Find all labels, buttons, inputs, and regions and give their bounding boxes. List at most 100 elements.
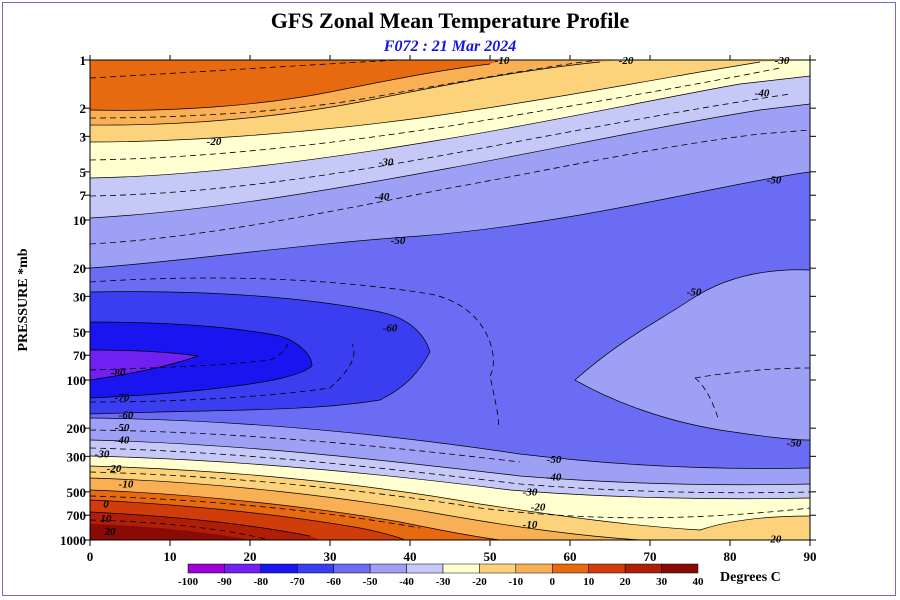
colorbar-tick-label: -10 bbox=[509, 576, 524, 588]
colorbar-swatch bbox=[588, 563, 626, 574]
colorbar-units: Degrees C bbox=[720, 570, 781, 585]
colorbar-swatch bbox=[333, 563, 371, 574]
colorbar-tick-label: -60 bbox=[326, 576, 341, 588]
colorbar-tick-label: 10 bbox=[583, 576, 595, 588]
y-tick-label: 100 bbox=[67, 373, 87, 388]
y-tick-label: 1 bbox=[80, 53, 87, 68]
contour-label: 20 bbox=[104, 526, 117, 538]
x-axis: 0 10 20 30 40 50 60 70 80 90 bbox=[87, 55, 817, 564]
solid-isolines bbox=[90, 61, 810, 540]
contour-label: -20 bbox=[207, 136, 222, 148]
x-tick-label: 60 bbox=[564, 549, 577, 564]
y-tick-label: 70 bbox=[73, 348, 86, 363]
contour-label: -20 bbox=[619, 55, 634, 67]
x-tick-label: 80 bbox=[724, 549, 737, 564]
colorbar-tick-label: -40 bbox=[399, 576, 414, 588]
contour-label: -30 bbox=[95, 449, 110, 461]
colorbar-tick-label: -70 bbox=[290, 576, 305, 588]
contour-label: -50 bbox=[687, 287, 702, 299]
x-tick-label: 20 bbox=[244, 549, 257, 564]
colorbar-swatch bbox=[369, 563, 407, 574]
y-tick-label: 20 bbox=[73, 261, 86, 276]
contour-label: -40 bbox=[755, 88, 770, 100]
y-tick-label: 50 bbox=[73, 325, 86, 340]
contour-label: -10 bbox=[119, 479, 134, 491]
contour-label: -50 bbox=[115, 422, 130, 434]
colorbar-swatch bbox=[224, 563, 262, 574]
x-tick-label: 70 bbox=[644, 549, 657, 564]
contour-labels: -10 -20 -30-40-20-30-50-40-50-50-60-80-70-… bbox=[95, 55, 802, 546]
band-trop-40 bbox=[90, 524, 250, 540]
colorbar-swatch bbox=[479, 563, 517, 574]
y-tick-label: 500 bbox=[67, 485, 87, 500]
colorbar-tick-label: 0 bbox=[550, 576, 556, 588]
colorbar-tick-label: -100 bbox=[178, 576, 199, 588]
y-tick-label: 5 bbox=[80, 165, 87, 180]
chart-subtitle: F072 : 21 Mar 2024 bbox=[383, 38, 517, 55]
colorbar-tick-label: -20 bbox=[472, 576, 487, 588]
contour-label: -10 bbox=[523, 519, 538, 531]
contour-fill-layer bbox=[90, 60, 810, 540]
contour-label: -30 bbox=[523, 486, 538, 498]
band-neg50-lobe bbox=[575, 269, 810, 440]
contour-label: -30 bbox=[775, 55, 790, 67]
x-tick-label: 30 bbox=[324, 549, 337, 564]
plot-border bbox=[89, 59, 811, 541]
contour-label: -70 bbox=[115, 392, 130, 404]
y-tick-label: 200 bbox=[67, 421, 87, 436]
x-tick-label: 10 bbox=[164, 549, 177, 564]
x-tick-label: 90 bbox=[804, 549, 817, 564]
y-tick-label: 3 bbox=[80, 129, 87, 144]
contour-label: -50 bbox=[391, 235, 406, 247]
contour-label: -80 bbox=[111, 367, 126, 379]
contour-label: -30 bbox=[379, 156, 394, 168]
colorbar-swatch bbox=[552, 563, 589, 574]
y-tick-label: 300 bbox=[67, 449, 87, 464]
colorbar-tick-label: -50 bbox=[363, 576, 378, 588]
colorbar-tick-label: -30 bbox=[436, 576, 451, 588]
colorbar-swatch bbox=[297, 563, 334, 574]
contour-label: -60 bbox=[383, 323, 398, 335]
colorbar-swatch bbox=[661, 563, 699, 574]
contour-label: -20 bbox=[767, 534, 782, 546]
contour-label: 10 bbox=[101, 513, 113, 525]
colorbar-swatch bbox=[406, 563, 444, 574]
contour-label: -50 bbox=[547, 454, 562, 466]
x-tick-label: 50 bbox=[484, 549, 497, 564]
y-tick-label: 2 bbox=[80, 101, 87, 116]
band-neg80 bbox=[90, 322, 312, 398]
contour-label: -40 bbox=[115, 435, 130, 447]
contour-label: 0 bbox=[103, 498, 109, 510]
dashed-isolines bbox=[90, 60, 810, 540]
band-neg90 bbox=[90, 350, 198, 380]
contour-label: -20 bbox=[531, 502, 546, 514]
x-tick-label: 40 bbox=[404, 549, 417, 564]
contour-label: -10 bbox=[495, 55, 510, 67]
x-tick-label: 0 bbox=[87, 549, 94, 564]
colorbar-swatch bbox=[260, 563, 298, 574]
colorbar-swatch bbox=[515, 563, 553, 574]
contour-label: -50 bbox=[767, 175, 782, 187]
colorbar-tick-label: 20 bbox=[620, 576, 632, 588]
y-tick-label: 700 bbox=[67, 508, 87, 523]
chart-title: GFS Zonal Mean Temperature Profile bbox=[270, 8, 630, 33]
colorbar-tick-label: 30 bbox=[656, 576, 668, 588]
y-tick-label: 10 bbox=[73, 213, 86, 228]
contour-label: -40 bbox=[375, 191, 390, 203]
colorbar-tick-label: -80 bbox=[254, 576, 269, 588]
colorbar-swatch bbox=[624, 563, 662, 574]
contour-label: -60 bbox=[119, 409, 134, 421]
colorbar-tick-label: -90 bbox=[217, 576, 232, 588]
y-tick-label: 7 bbox=[80, 188, 87, 203]
colorbar-swatch bbox=[187, 563, 225, 574]
y-tick-label: 1000 bbox=[60, 533, 86, 548]
colorbar-swatch bbox=[442, 563, 480, 574]
contour-label: -40 bbox=[547, 472, 562, 484]
colorbar-tick-label: 40 bbox=[693, 576, 705, 588]
y-tick-label: 30 bbox=[73, 289, 86, 304]
contour-label: -50 bbox=[787, 438, 802, 450]
colorbar: -100 -90 -80 -70 -60 -50 -40 -30 -20 -10 0 10 20 30 40 bbox=[178, 563, 705, 588]
